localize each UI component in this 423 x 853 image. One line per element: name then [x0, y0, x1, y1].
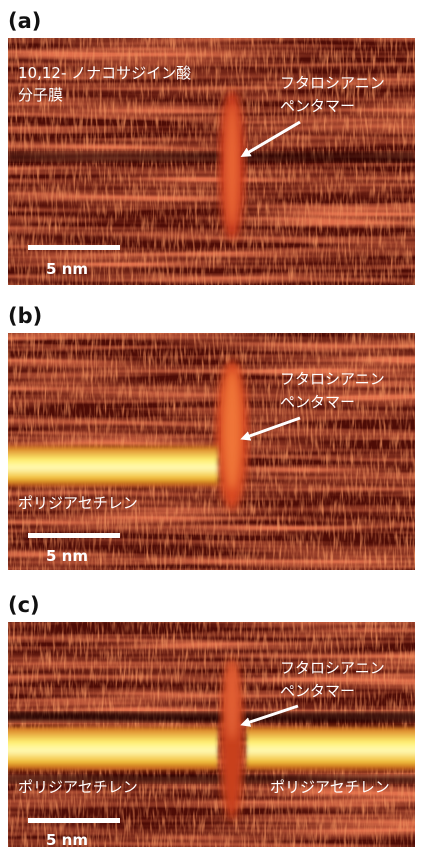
polymer-label: ポリジアセチレン [270, 778, 390, 796]
molecule-label: ペンタマー [280, 97, 355, 115]
film-label: 分子膜 [18, 86, 63, 104]
molecule-label: ペンタマー [280, 393, 355, 411]
scale-label: 5 nm [46, 260, 88, 278]
scale-bar [28, 818, 120, 823]
panel-label: (a) [8, 9, 41, 33]
polymer-label: ポリジアセチレン [18, 778, 138, 796]
molecule-label: ペンタマー [280, 682, 355, 700]
molecule-label: フタロシアニン [280, 659, 385, 677]
molecule-label: フタロシアニン [280, 74, 385, 92]
scale-bar [28, 245, 120, 250]
polymer-label: ポリジアセチレン [18, 494, 138, 512]
panel-label: (c) [8, 593, 40, 617]
scale-label: 5 nm [46, 831, 88, 849]
scale-label: 5 nm [46, 547, 88, 565]
film-label: 10,12- ノナコサジイン酸 [18, 64, 191, 82]
scale-bar [28, 533, 120, 538]
stm-image [0, 622, 423, 847]
panel-label: (b) [8, 304, 42, 328]
molecule-label: フタロシアニン [280, 370, 385, 388]
figure: (a) 10,12- ノナコサジイン酸 分子膜 フタロシアニン ペンタマー 5 … [0, 0, 423, 853]
